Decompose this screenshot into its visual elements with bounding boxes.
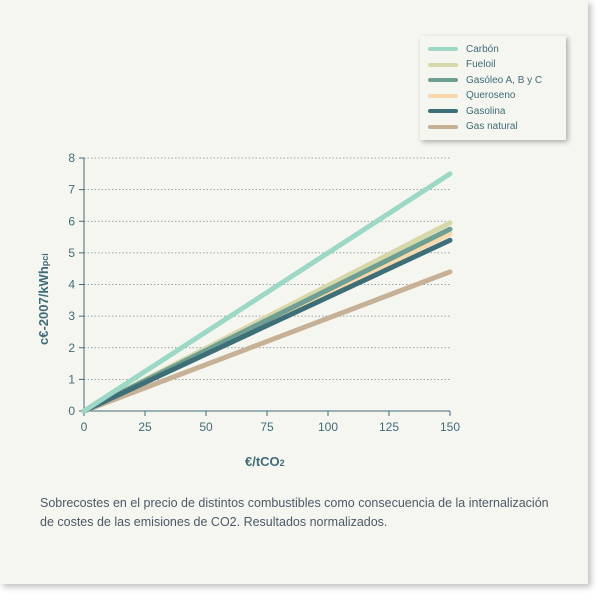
legend-swatch [428,62,458,67]
legend: Carbón Fueloil Gasóleo A, B y C Queroseno Ga… [420,36,566,140]
x-tick-label: 150 [440,420,460,434]
legend-swatch [428,124,458,129]
x-tick-label: 100 [318,420,338,434]
series-line-4 [81,237,453,414]
series-lines [81,171,453,414]
y-tick-label: 3 [68,309,75,323]
x-ticks: 0 25 50 75 100 125 150 [81,411,460,434]
y-tick-label: 8 [68,151,75,165]
legend-label: Gasóleo A, B y C [466,74,543,86]
legend-label: Gasolina [466,105,506,117]
legend-label: Gas natural [466,121,518,132]
legend-item: Queroseno [428,89,515,103]
series-line-0 [81,171,453,414]
legend-label: Queroseno [466,90,516,101]
legend-item: Gas natural [428,120,518,134]
x-tick-label: 50 [199,420,213,434]
legend-swatch [428,93,458,98]
x-tick-label: 125 [379,420,399,434]
y-tick-label: 1 [68,372,75,386]
legend-swatch [428,78,458,82]
legend-label: Fueloil [466,59,496,70]
legend-swatch [428,47,458,51]
y-tick-label: 6 [68,214,75,228]
series-line-5 [81,269,453,414]
legend-item: Gasolina [428,104,505,118]
y-tick-label: 0 [68,404,75,418]
y-tick-label: 4 [68,278,75,292]
x-axis-label: €/tCO2 [245,454,285,469]
chart-caption: Sobrecostes en el precio de distintos co… [40,496,549,529]
x-tick-label: 25 [138,420,152,434]
grid [84,157,450,380]
x-tick-label: 0 [81,420,88,434]
legend-swatch [428,109,458,113]
legend-item: Fueloil [428,58,495,72]
y-tick-label: 7 [68,183,75,197]
x-tick-label: 75 [260,420,274,434]
legend-label: Carbón [466,43,499,55]
legend-item: Gasóleo A, B y C [428,73,542,87]
y-axis-label: c€-2007/kWhpci [36,253,51,345]
y-ticks: 0 1 2 3 4 5 6 7 8 [68,151,84,418]
y-tick-label: 2 [68,341,75,355]
legend-item: Carbón [428,42,499,56]
y-tick-label: 5 [68,246,75,260]
